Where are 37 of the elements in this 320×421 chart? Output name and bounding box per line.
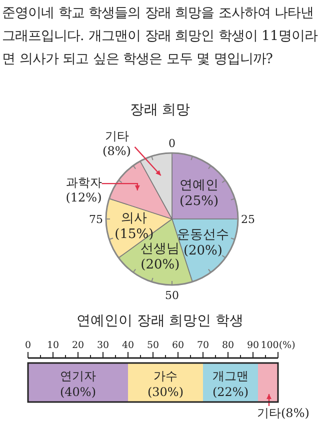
slice-label: 기타: [104, 128, 129, 143]
series-label: 가수: [154, 369, 178, 383]
text: 0: [168, 137, 176, 150]
x-tick-label: 10: [46, 340, 60, 351]
slice-label: 의사: [121, 210, 148, 226]
x-tick-label: 30: [96, 340, 110, 351]
x-tick-label: 40: [122, 340, 134, 351]
series-label: 개그맨: [212, 369, 248, 383]
x-tick-label: 70: [196, 340, 210, 351]
text: 50: [165, 289, 179, 302]
chart-title: 연예인이 장래 희망인 학생: [76, 313, 244, 329]
data-label: (40%): [60, 385, 96, 399]
x-tick-label: 50: [146, 340, 160, 351]
x-tick-label: 100(%): [260, 340, 296, 351]
x-tick-label: 20: [72, 340, 84, 351]
text: 준영이네 학교 학생들의 장래 희망을 조사하여 나타낸 그래프입니다. 개그맨이 장래 희망인 학생이 11명이라면 의사가 되고 싶은 학생은 모두 몇 명입니까?: [2, 5, 319, 69]
data-label: (30%): [147, 385, 184, 399]
text: 75: [89, 213, 103, 226]
slice-label: 연예인: [180, 178, 219, 193]
data-label: (22%): [212, 385, 249, 399]
slice-label: 선생님: [140, 241, 180, 256]
data-label: (15%): [114, 226, 154, 242]
data-label: (20%): [183, 244, 222, 258]
x-tick-label: 80: [222, 340, 234, 351]
chart-title: 장래 희망: [130, 102, 190, 118]
data-label: (8%): [281, 406, 310, 420]
data-label: (12%): [66, 190, 102, 205]
slice-label: 운동선수: [176, 228, 229, 242]
series-label: 연기자: [60, 369, 96, 383]
x-tick-label: 90: [246, 340, 260, 351]
x-tick-label: 0: [24, 340, 32, 351]
slice-label: 과학자: [66, 176, 102, 190]
data-label: (25%): [180, 194, 219, 209]
data-label: (8%): [102, 144, 131, 158]
text: 25: [241, 213, 255, 226]
data-label: (20%): [140, 257, 180, 272]
x-tick-label: 60: [172, 340, 184, 351]
